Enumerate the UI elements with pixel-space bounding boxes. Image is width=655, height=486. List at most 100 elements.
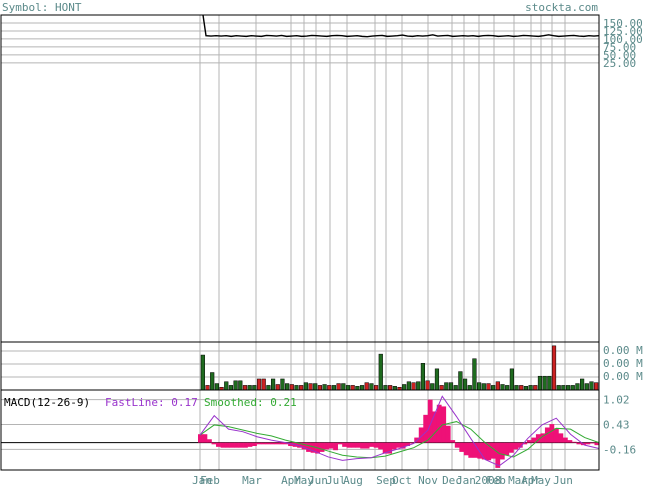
macd-histogram-bar xyxy=(571,441,577,443)
macd-histogram-bar xyxy=(423,414,429,443)
volume-bar xyxy=(439,385,444,391)
volume-bar xyxy=(584,383,589,391)
volume-bar xyxy=(411,382,416,391)
volume-bar xyxy=(458,371,463,391)
macd-histogram-bar xyxy=(391,442,397,450)
volume-bar xyxy=(589,381,594,391)
macd-histogram-bar xyxy=(517,442,523,448)
volume-bar xyxy=(505,385,510,391)
volume-bar xyxy=(205,385,210,391)
volume-bar xyxy=(383,385,388,391)
volume-bar xyxy=(556,385,561,391)
volume-bar xyxy=(299,385,304,391)
macd-histogram-bar xyxy=(495,442,501,468)
x-tick-label: Nov xyxy=(418,474,438,486)
volume-bar xyxy=(214,383,219,391)
x-tick-label: Apr xyxy=(521,474,541,486)
macd-histogram-bar xyxy=(382,442,388,454)
volume-bar xyxy=(575,383,580,391)
volume-bar xyxy=(547,375,552,391)
macd-histogram-bar xyxy=(468,442,474,458)
macd-histogram-bar xyxy=(369,442,375,447)
x-tick-label: May xyxy=(294,474,314,486)
macd-histogram-bar xyxy=(387,442,393,454)
volume-bar xyxy=(331,385,337,391)
macd-histogram-bar xyxy=(562,437,568,443)
volume-bar xyxy=(210,372,215,391)
macd-histogram-bar xyxy=(490,442,496,459)
volume-panel-grid xyxy=(1,342,599,390)
volume-bar xyxy=(486,383,491,391)
macd-histogram-bar xyxy=(567,440,573,443)
macd-histogram-bar xyxy=(535,434,541,443)
volume-bar xyxy=(561,385,566,391)
volume-bar xyxy=(425,380,430,391)
x-tick-label: Oct xyxy=(392,474,412,486)
macd-histogram-bar xyxy=(274,442,280,445)
macd-histogram-bar xyxy=(450,440,456,443)
macd-histogram-bar xyxy=(589,442,595,444)
macd-histogram-bar xyxy=(544,427,550,443)
volume-bar xyxy=(533,385,538,391)
volume-bar xyxy=(509,368,514,391)
macd-tick-label: 0.43 xyxy=(603,419,630,432)
macd-histogram-bar xyxy=(409,442,415,444)
volume-bar xyxy=(523,386,529,391)
macd-histogram-bar xyxy=(459,442,465,452)
macd-histogram-bar xyxy=(319,442,325,452)
volume-bar xyxy=(355,386,360,391)
macd-histogram-bar xyxy=(220,442,226,448)
volume-bar xyxy=(313,383,318,391)
macd-histogram-bar xyxy=(310,442,316,453)
macd-histogram-bar xyxy=(270,442,275,445)
macd-histogram-bar xyxy=(225,442,230,448)
smoothed-line-legend: Smoothed: 0.21 xyxy=(204,396,297,409)
macd-histogram-bar xyxy=(364,442,370,449)
volume-bar xyxy=(247,385,252,391)
volume-bar xyxy=(364,382,369,391)
volume-bar xyxy=(448,382,454,391)
macd-histogram-bar xyxy=(585,442,591,445)
macd-histogram-bar xyxy=(373,442,379,448)
macd-histogram-bar xyxy=(522,442,528,445)
volume-bar xyxy=(233,380,238,391)
macd-tick-label: 1.02 xyxy=(603,394,630,407)
volume-bar xyxy=(542,375,547,391)
volume-bar xyxy=(256,378,262,391)
volume-bar xyxy=(519,385,524,391)
x-tick-label: Jul xyxy=(326,474,346,486)
macd-histogram-bar xyxy=(283,442,289,445)
volume-bar xyxy=(453,385,458,391)
volume-axis-ticks: 0.00 M0.00 M0.00 M xyxy=(603,344,643,383)
volume-bar xyxy=(406,381,411,391)
macd-histogram-bar xyxy=(306,442,311,452)
volume-bar xyxy=(289,384,294,391)
volume-bar xyxy=(594,382,599,391)
macd-histogram-bar xyxy=(202,434,208,443)
macd-histogram-bar xyxy=(553,428,559,443)
volume-bar xyxy=(472,358,477,391)
volume-tick-label: 0.00 M xyxy=(603,357,643,370)
x-tick-label: Jun xyxy=(553,474,573,486)
price-tick-label: 25.00 xyxy=(603,57,636,70)
macd-histogram-bar xyxy=(486,442,492,461)
macd-histogram-bar xyxy=(247,442,253,447)
macd-histogram-bar xyxy=(265,442,271,445)
macd-histogram-bar xyxy=(445,425,451,443)
macd-histogram-bar xyxy=(337,442,343,445)
macd-histogram-bar xyxy=(355,442,361,448)
volume-bar xyxy=(228,385,234,391)
macd-histogram-bar xyxy=(400,442,406,449)
volume-bar xyxy=(261,378,266,391)
volume-bar xyxy=(495,381,500,391)
volume-bar xyxy=(317,385,322,391)
price-tick-label: 125.00 xyxy=(603,25,643,38)
volume-bar xyxy=(242,385,248,391)
x-tick-label: Mar xyxy=(508,474,528,486)
volume-tick-label: 0.00 M xyxy=(603,344,643,357)
volume-bar xyxy=(308,383,313,391)
volume-bar xyxy=(327,385,332,391)
volume-bar xyxy=(238,380,243,391)
macd-histogram-bar xyxy=(396,442,402,448)
